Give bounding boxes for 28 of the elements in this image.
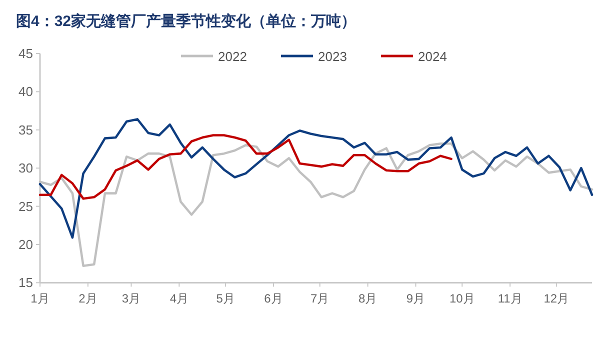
x-tick-label: 12月	[544, 292, 570, 306]
legend-item: 2023	[281, 49, 347, 64]
x-tick-label: 1月	[30, 292, 50, 306]
legend-item: 2022	[181, 49, 247, 64]
title: 图4：32家无缝管厂产量季节性变化（单位：万吨）	[16, 13, 356, 30]
legend-label: 2024	[418, 49, 447, 64]
y-tick-label: 15	[18, 275, 33, 290]
legend-label: 2022	[218, 49, 247, 64]
x-tick-label: 9月	[406, 292, 426, 306]
y-tick-label: 20	[18, 237, 33, 252]
x-tick-label: 10月	[449, 292, 475, 306]
x-tick-label: 2月	[78, 292, 98, 306]
y-tick-label: 45	[18, 46, 33, 61]
x-tick-label: 4月	[170, 292, 189, 306]
line-series	[38, 118, 594, 239]
y-tick-label: 40	[18, 84, 33, 100]
x-tick-label: 8月	[358, 292, 378, 306]
x-tick-label: 7月	[310, 292, 330, 306]
legend-label: 2023	[318, 49, 347, 64]
x-tick-label: 11月	[498, 292, 522, 306]
y-tick-label: 25	[18, 198, 33, 214]
y-tick-label: 30	[18, 160, 33, 176]
x-tick-label: 6月	[264, 292, 283, 306]
x-tick-label: 3月	[122, 292, 141, 306]
x-tick-label: 5月	[216, 292, 235, 306]
y-tick-label: 35	[18, 122, 33, 138]
line-series	[38, 134, 452, 200]
legend-item: 2024	[381, 49, 447, 64]
